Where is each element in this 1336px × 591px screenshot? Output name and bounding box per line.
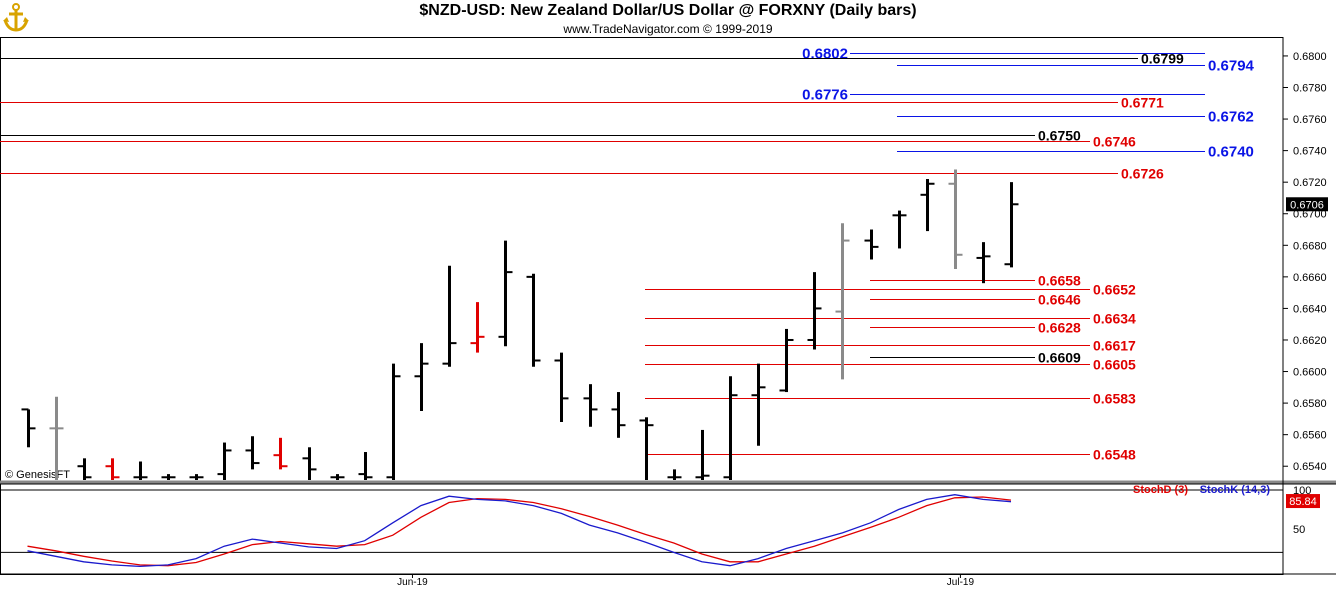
- price-tick-label: 0.6660: [1293, 272, 1327, 284]
- last-price-label: 0.6706: [1290, 199, 1324, 211]
- level-label-0.6634: 0.6634: [1093, 311, 1136, 327]
- ohlc-bars: [21, 169, 1019, 480]
- level-label-0.6548: 0.6548: [1093, 447, 1136, 463]
- level-label-0.6617: 0.6617: [1093, 338, 1136, 354]
- plot-border: [0, 37, 1284, 575]
- level-label-0.6771: 0.6771: [1121, 95, 1164, 111]
- legend-stoch-k: StochK (14,3): [1200, 484, 1271, 496]
- price-tick-label: 0.6560: [1293, 430, 1327, 442]
- watermark: © GenesisFT: [5, 469, 70, 481]
- price-tick-label: 0.6600: [1293, 367, 1327, 379]
- legend-stoch-d: StochD (3): [1133, 484, 1188, 496]
- price-tick-label: 0.6640: [1293, 303, 1327, 315]
- level-label-0.6605: 0.6605: [1093, 357, 1136, 373]
- chart-frame: © GenesisFT: [0, 37, 1336, 575]
- date-axis: Jun-19 Jul-19: [397, 574, 974, 588]
- price-tick-label: 0.6800: [1293, 51, 1327, 63]
- level-label-0.6740: 0.6740: [1208, 144, 1254, 161]
- level-label-0.6799: 0.6799: [1141, 51, 1184, 67]
- stochastic-panel: 50 100 StochD (3) StochK (14,3) 85.84: [0, 484, 1320, 568]
- level-label-0.6609: 0.6609: [1038, 350, 1081, 366]
- price-tick-label: 0.6700: [1293, 209, 1327, 221]
- price-tick-label: 0.6740: [1293, 146, 1327, 158]
- date-tick-label: Jun-19: [397, 577, 428, 588]
- price-axis: 0.6540 0.6560 0.6580 0.6600 0.6620 0.6640 0.66…: [1283, 51, 1328, 473]
- price-tick-label: 0.6760: [1293, 114, 1327, 126]
- level-label-0.6802: 0.6802: [802, 46, 848, 63]
- level-label-0.6652: 0.6652: [1093, 282, 1136, 298]
- level-label-0.6628: 0.6628: [1038, 320, 1081, 336]
- level-label-0.6762: 0.6762: [1208, 109, 1254, 126]
- level-label-0.6726: 0.6726: [1121, 166, 1164, 182]
- price-tick-label: 0.6580: [1293, 398, 1327, 410]
- stoch-last-box: [1286, 494, 1320, 509]
- price-tick-label: 0.6680: [1293, 240, 1327, 252]
- price-tick-label: 0.6780: [1293, 82, 1327, 94]
- stoch-tick-50: 50: [1293, 524, 1305, 536]
- level-label-0.6646: 0.6646: [1038, 292, 1081, 308]
- last-price-box: [1286, 197, 1328, 212]
- anchor-logo-icon: [2, 2, 30, 37]
- level-label-0.6746: 0.6746: [1093, 134, 1136, 150]
- price-tick-label: 0.6540: [1293, 461, 1327, 473]
- chart-subtitle: www.TradeNavigator.com © 1999-2019: [563, 22, 773, 36]
- stoch-tick-100: 100: [1293, 485, 1311, 497]
- price-tick-label: 0.6720: [1293, 177, 1327, 189]
- price-levels: 0.6802 0.6799 0.6794 0.6776 0.6771 0.6762 0.67…: [0, 46, 1255, 463]
- level-label-0.6776: 0.6776: [802, 87, 848, 104]
- price-tick-label: 0.6620: [1293, 335, 1327, 347]
- stoch-k-line: [27, 494, 1012, 568]
- level-label-0.6750: 0.6750: [1038, 128, 1081, 144]
- level-label-0.6583: 0.6583: [1093, 391, 1136, 407]
- stoch-last-label: 85.84: [1289, 496, 1317, 508]
- level-label-0.6658: 0.6658: [1038, 273, 1081, 289]
- stoch-d-line: [27, 496, 1012, 567]
- chart-title: $NZD-USD: New Zealand Dollar/US Dollar @…: [419, 2, 917, 19]
- level-label-0.6794: 0.6794: [1208, 58, 1255, 75]
- date-tick-label: Jul-19: [947, 577, 975, 588]
